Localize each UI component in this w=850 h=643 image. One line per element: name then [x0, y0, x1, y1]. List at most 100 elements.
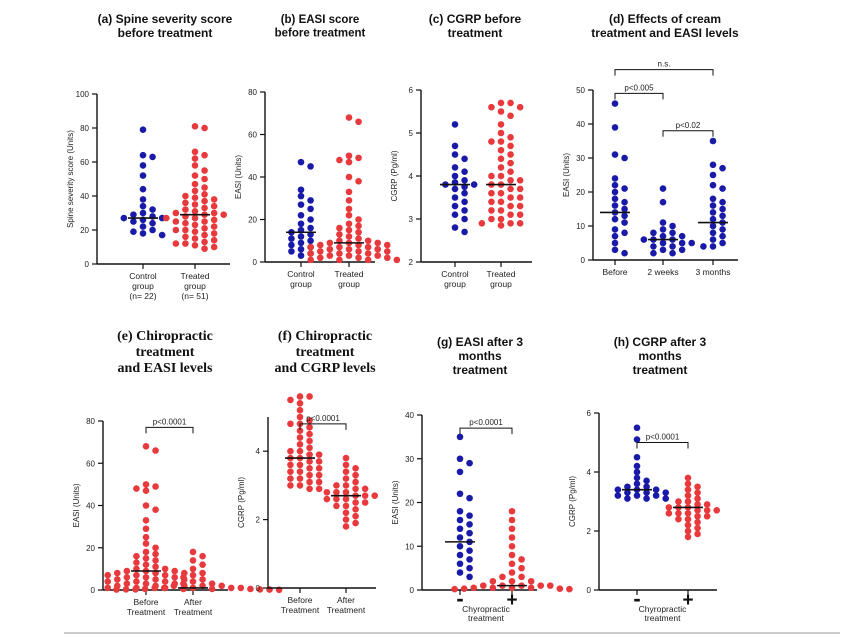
data-point	[307, 237, 314, 245]
data-point	[456, 433, 464, 441]
data-point	[497, 198, 505, 206]
data-point	[139, 202, 147, 210]
data-point	[296, 413, 304, 421]
data-point	[703, 507, 711, 514]
data-point	[237, 584, 245, 592]
data-point	[684, 527, 692, 535]
data-point	[336, 250, 343, 257]
y-tick-label: 20	[248, 216, 257, 225]
data-point	[456, 525, 464, 533]
data-point	[709, 137, 717, 145]
data-point	[456, 569, 464, 576]
data-point	[342, 495, 350, 503]
data-point	[333, 502, 340, 510]
data-point	[675, 510, 682, 517]
data-point	[345, 252, 353, 259]
data-point	[208, 580, 216, 587]
data-point	[345, 211, 353, 219]
y-tick-label: 20	[80, 226, 89, 235]
data-point	[650, 249, 657, 257]
data-point	[659, 246, 667, 254]
data-point	[466, 564, 473, 572]
data-point	[191, 221, 199, 229]
data-point	[342, 475, 350, 482]
data-point	[191, 228, 199, 235]
y-axis-label: CGRP (Pg/ml)	[568, 476, 577, 527]
y-tick-label: 10	[405, 542, 414, 551]
data-point	[306, 471, 313, 479]
data-point	[287, 461, 294, 469]
panel-e-title-line: and EASI levels	[118, 361, 213, 376]
category-label: (n= 22)	[129, 291, 156, 301]
significance-bracket	[614, 69, 714, 76]
data-point	[546, 582, 554, 589]
y-tick-label: 0	[581, 256, 586, 265]
panel-b: (b) EASI score before treatment 0 20 40 60 80 E…	[234, 14, 401, 289]
category-label: Treated	[181, 271, 210, 281]
data-point	[497, 138, 505, 145]
data-point	[488, 207, 495, 214]
data-point	[516, 194, 524, 201]
y-tick-label: 20	[86, 544, 95, 553]
data-point	[307, 205, 314, 213]
category-label: group	[290, 279, 312, 289]
data-point	[709, 236, 717, 243]
data-point	[307, 197, 314, 204]
category-label: group	[490, 279, 512, 289]
data-point	[516, 202, 524, 210]
data-point	[719, 198, 726, 206]
data-point	[355, 235, 362, 242]
data-point	[306, 430, 313, 438]
data-point	[497, 189, 505, 197]
data-point	[497, 215, 505, 223]
data-point	[516, 220, 524, 227]
data-point	[621, 205, 628, 213]
category-label: group	[132, 281, 154, 291]
category-label: +	[682, 590, 693, 611]
data-point	[287, 475, 294, 482]
data-point	[256, 586, 264, 593]
data-point	[342, 488, 350, 496]
data-point	[624, 483, 631, 491]
data-point	[296, 441, 304, 448]
data-point	[345, 245, 353, 253]
data-point	[201, 167, 208, 174]
data-point	[466, 494, 473, 502]
panel-h-title-line: months	[638, 349, 682, 363]
data-point	[516, 177, 524, 184]
data-point	[191, 172, 199, 179]
data-point	[123, 574, 131, 581]
data-point	[497, 108, 505, 115]
significance-label: p<0.005	[624, 83, 654, 92]
data-point	[694, 507, 701, 514]
data-point	[497, 155, 505, 163]
data-point	[326, 239, 334, 247]
data-point	[323, 495, 331, 503]
data-point	[508, 551, 516, 559]
y-tick-label: 0	[587, 586, 592, 595]
data-point	[149, 206, 156, 213]
data-point	[201, 175, 208, 183]
data-point	[470, 584, 478, 592]
panel-h: (h) CGRP after 3monthstreatment0246CGRP …	[568, 335, 721, 623]
data-point	[361, 499, 369, 506]
data-point	[342, 502, 350, 510]
data-point	[336, 224, 343, 232]
data-point	[171, 574, 179, 581]
y-tick-label: 40	[405, 411, 414, 420]
data-point	[478, 220, 486, 227]
y-axis-label: EASI (Units)	[72, 483, 81, 527]
data-point	[296, 482, 304, 489]
data-point	[199, 576, 206, 583]
panel-g-title-line: months	[458, 349, 502, 363]
data-point	[451, 151, 459, 158]
data-point	[201, 231, 208, 239]
data-point	[345, 205, 353, 213]
data-point	[352, 499, 359, 506]
data-point	[364, 243, 372, 251]
data-point	[189, 548, 197, 556]
data-point	[210, 196, 218, 203]
data-point	[315, 465, 323, 472]
data-point	[323, 488, 331, 496]
data-point	[208, 585, 216, 593]
